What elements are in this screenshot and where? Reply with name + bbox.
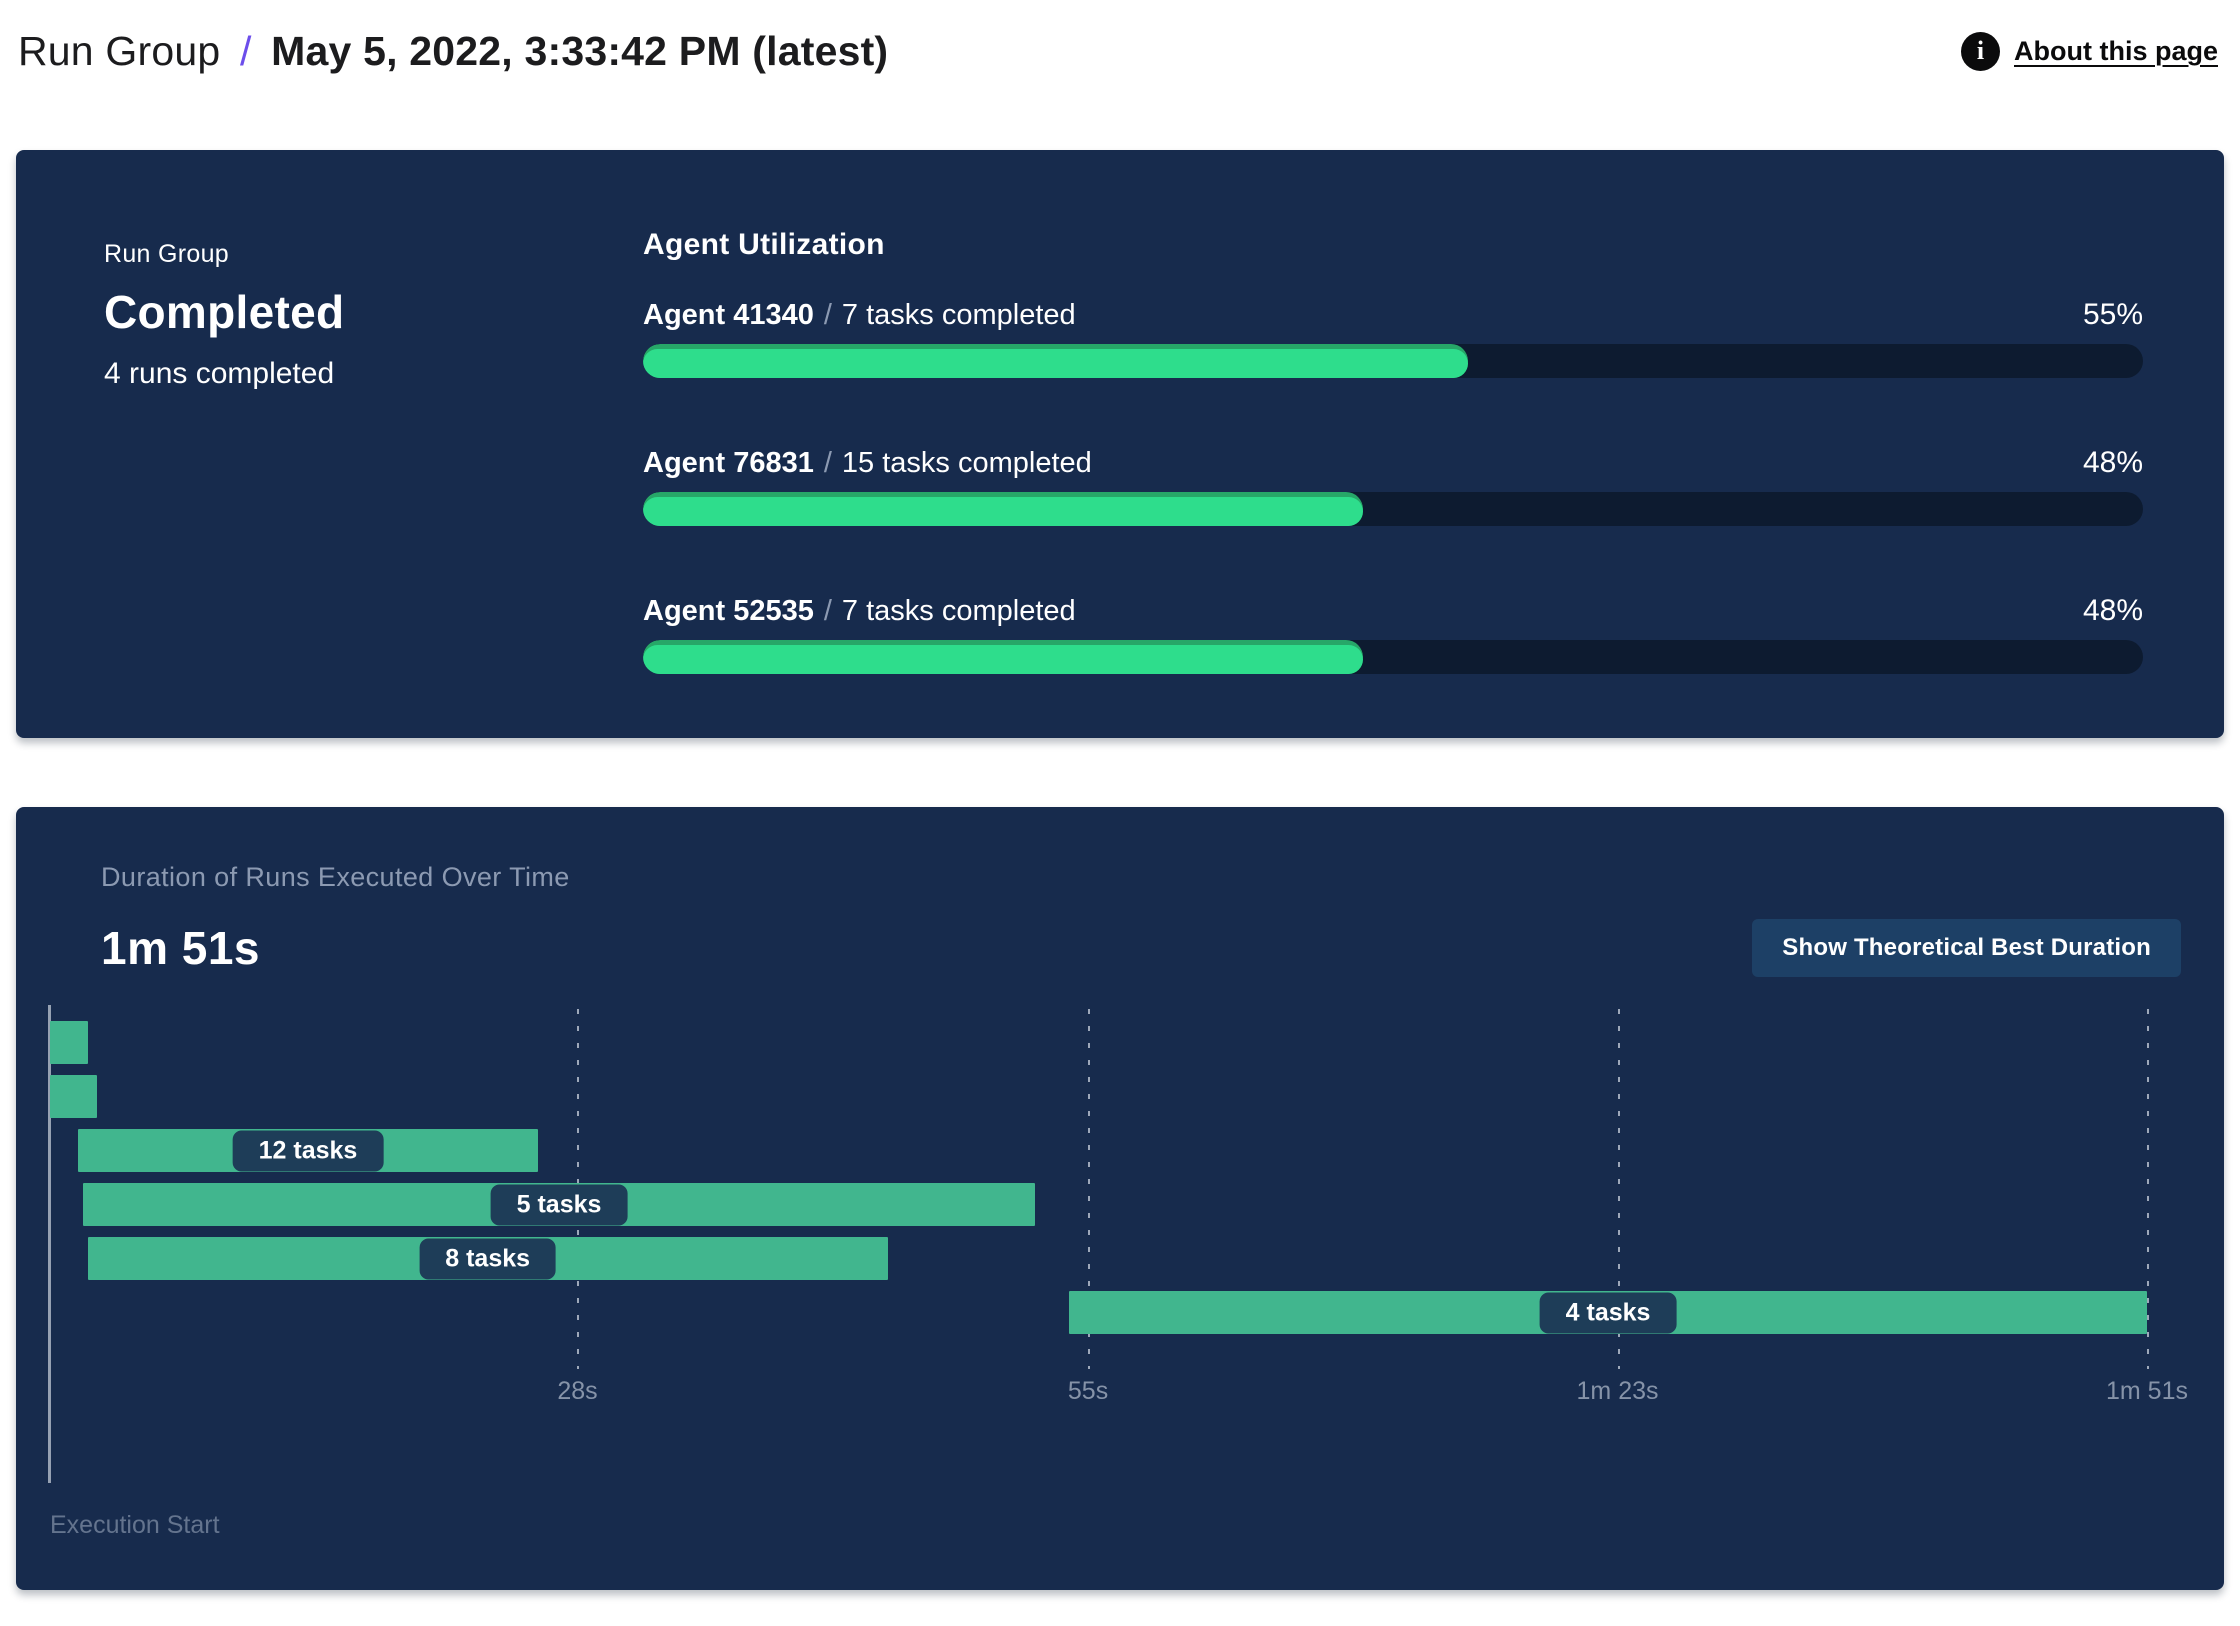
chart-title: Duration of Runs Executed Over Time — [101, 862, 570, 892]
run-duration-bar[interactable]: 5 tasks — [82, 1183, 1036, 1226]
utilization-bar-track — [643, 492, 2143, 526]
agent-utilization-section: Agent Utilization Agent 41340 / 7 tasks … — [643, 228, 2143, 738]
agent-label-separator: / — [823, 447, 832, 479]
page-title: May 5, 2022, 3:33:42 PM (latest) — [271, 27, 889, 74]
utilization-bar-track — [643, 640, 2143, 674]
agent-label-separator: / — [823, 595, 832, 627]
breadcrumb: Run Group / May 5, 2022, 3:33:42 PM (lat… — [18, 28, 888, 75]
total-duration-value: 1m 51s — [101, 922, 261, 974]
utilization-bar-track — [643, 344, 2143, 378]
agent-id: Agent 76831 — [643, 447, 814, 479]
agent-tasks-completed: 7 tasks completed — [841, 299, 1076, 331]
utilization-bar-fill — [643, 640, 1363, 674]
run-task-count-pill: 4 tasks — [1539, 1292, 1677, 1333]
run-group-status-card: Run Group Completed 4 runs completed — [104, 228, 643, 738]
agent-label: Agent 52535 / 7 tasks completed 48% — [643, 594, 2143, 628]
agent-label-separator: / — [823, 299, 832, 331]
show-theoretical-best-duration-button[interactable]: Show Theoretical Best Duration — [1752, 919, 2181, 977]
gantt-chart: 28s 55s 1m 23s 1m 51s 12 tasks 5 tasks 8 ta… — [48, 1005, 2188, 1545]
run-duration-bar[interactable]: 8 tasks — [87, 1237, 888, 1280]
agent-id: Agent 52535 — [643, 595, 814, 627]
agent-utilization-row: Agent 52535 / 7 tasks completed 48% — [643, 594, 2143, 674]
agent-utilization-row: Agent 76831 / 15 tasks completed 48% — [643, 446, 2143, 526]
agent-utilization-percent: 48% — [2082, 446, 2143, 479]
status-eyebrow: Run Group — [104, 240, 229, 268]
agent-tasks-completed: 15 tasks completed — [841, 447, 1092, 479]
agent-utilization-title: Agent Utilization — [643, 228, 885, 261]
utilization-bar-fill — [643, 344, 1468, 378]
x-axis-tick-label: 28s — [557, 1377, 598, 1405]
agent-rows: Agent 41340 / 7 tasks completed 55% Agen… — [643, 298, 2143, 674]
about-this-page-link[interactable]: i About this page — [1961, 31, 2218, 71]
gantt-gridline — [1617, 1009, 1620, 1369]
run-duration-bar[interactable]: 12 tasks — [78, 1129, 538, 1172]
agent-id: Agent 41340 — [643, 299, 814, 331]
breadcrumb-separator: / — [239, 27, 252, 74]
agent-label: Agent 76831 / 15 tasks completed 48% — [643, 446, 2143, 480]
agent-label: Agent 41340 / 7 tasks completed 55% — [643, 298, 2143, 332]
run-duration-bar[interactable] — [49, 1021, 88, 1064]
run-task-count-pill: 8 tasks — [419, 1238, 557, 1279]
x-axis-tick-label: 1m 23s — [1576, 1377, 1659, 1405]
agent-tasks-completed: 7 tasks completed — [841, 595, 1076, 627]
gantt-gridline — [2147, 1009, 2149, 1369]
runs-completed-count: 4 runs completed — [104, 357, 335, 390]
gantt-gridline — [1088, 1009, 1091, 1369]
run-group-summary-panel: Run Group Completed 4 runs completed Age… — [16, 150, 2224, 738]
about-link-label[interactable]: About this page — [2014, 35, 2218, 66]
execution-start-axis-line — [48, 1005, 51, 1483]
execution-start-label: Execution Start — [50, 1511, 220, 1539]
run-duration-bar[interactable]: 4 tasks — [1069, 1291, 2147, 1334]
breadcrumb-run-group[interactable]: Run Group — [18, 27, 221, 74]
page-header: Run Group / May 5, 2022, 3:33:42 PM (lat… — [0, 0, 2240, 86]
run-task-count-pill: 5 tasks — [490, 1184, 628, 1225]
status-value: Completed — [104, 286, 345, 338]
duration-panel: Duration of Runs Executed Over Time 1m 5… — [16, 807, 2224, 1590]
x-axis-tick-label: 1m 51s — [2106, 1377, 2188, 1405]
agent-utilization-percent: 55% — [2082, 298, 2143, 331]
x-axis-tick-label: 55s — [1067, 1377, 1109, 1405]
info-icon[interactable]: i — [1961, 31, 2000, 71]
utilization-bar-fill — [643, 492, 1363, 526]
run-duration-bar[interactable] — [49, 1075, 98, 1118]
run-task-count-pill: 12 tasks — [232, 1130, 384, 1171]
agent-utilization-percent: 48% — [2082, 594, 2143, 627]
agent-utilization-row: Agent 41340 / 7 tasks completed 55% — [643, 298, 2143, 378]
